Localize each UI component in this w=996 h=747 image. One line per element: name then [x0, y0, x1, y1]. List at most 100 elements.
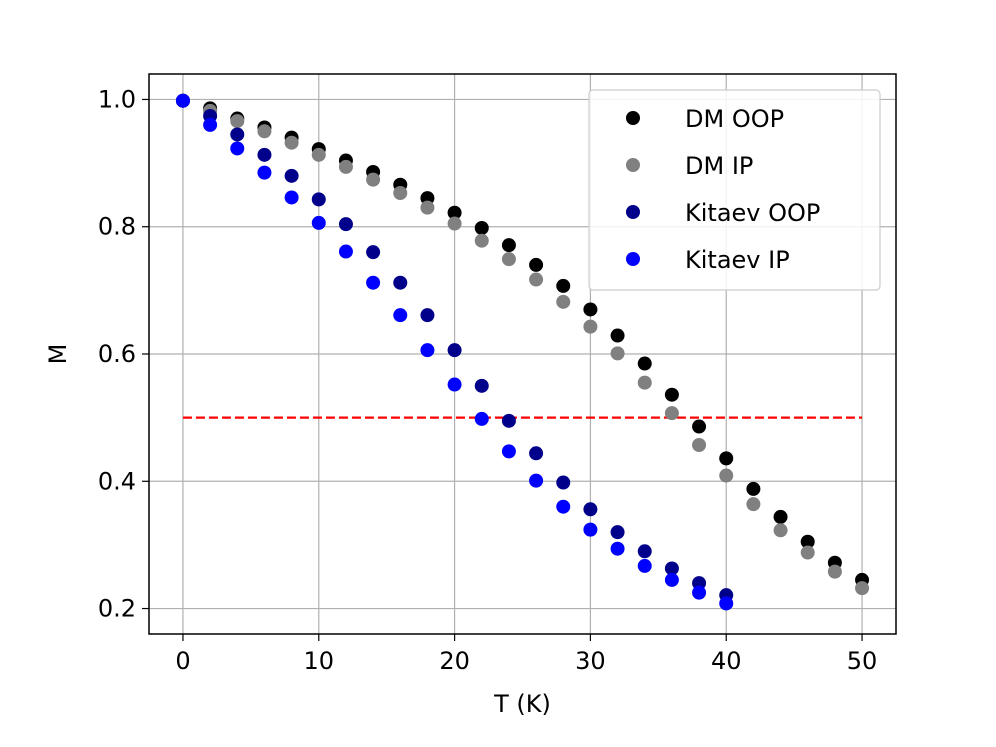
- legend: DM OOP DM IP Kitaev OOP Kitaev IP: [588, 89, 881, 291]
- dm-ip-point: [719, 468, 734, 483]
- dm-oop-point: [800, 534, 815, 549]
- y-tick-label: 0.2: [98, 595, 136, 623]
- dm-ip-point: [855, 581, 870, 596]
- dm-oop-point: [529, 257, 544, 272]
- kitaev-oop-point: [257, 147, 272, 162]
- dm-ip-point: [773, 523, 788, 538]
- kitaev-oop-point: [637, 544, 652, 559]
- legend-label-kitaev-ip: Kitaev IP: [685, 246, 790, 274]
- legend-label-kitaev-oop: Kitaev OOP: [685, 199, 820, 227]
- kitaev-ip-point: [338, 244, 353, 259]
- kitaev-ip-point: [719, 596, 734, 611]
- dm-oop-point: [719, 451, 734, 466]
- legend-box: [588, 89, 881, 291]
- kitaev-ip-point: [393, 308, 408, 323]
- legend-label-dm-ip: DM IP: [685, 152, 753, 180]
- dm-oop-point: [637, 356, 652, 371]
- dm-ip-point: [692, 438, 707, 452]
- dm-oop-point: [746, 481, 761, 496]
- kitaev-ip-point: [447, 377, 462, 392]
- kitaev-ip-point: [664, 572, 679, 587]
- legend-label-dm-oop: DM OOP: [685, 105, 784, 133]
- dm-oop-point: [692, 419, 707, 434]
- dm-ip-point: [338, 159, 353, 174]
- kitaev-ip-point: [366, 275, 381, 290]
- kitaev-ip-point: [556, 499, 571, 514]
- kitaev-oop-point: [664, 561, 679, 576]
- kitaev-ip-point: [583, 522, 598, 537]
- x-tick-label: 10: [303, 647, 334, 675]
- x-axis-label: T (K): [493, 690, 551, 718]
- kitaev-ip-point: [637, 558, 652, 573]
- y-axis-label: M: [44, 344, 72, 365]
- kitaev-ip-point: [529, 473, 544, 488]
- y-tick-label: 1.0: [98, 85, 136, 113]
- kitaev-ip-point: [311, 215, 326, 230]
- dm-oop-point: [447, 205, 462, 220]
- dm-ip-point: [230, 114, 245, 129]
- dm-ip-point: [447, 216, 462, 231]
- kitaev-oop-point: [420, 308, 435, 323]
- dm-ip-point: [420, 200, 435, 215]
- dm-ip-point: [827, 564, 842, 579]
- kitaev-oop-point: [311, 192, 326, 207]
- kitaev-oop-point: [230, 127, 245, 142]
- dm-oop-point: [501, 238, 516, 253]
- dm-ip-point: [393, 186, 408, 200]
- kitaev-oop-point: [529, 446, 544, 461]
- dm-oop-point: [773, 509, 788, 524]
- dm-oop-point: [474, 221, 489, 235]
- kitaev-ip-point: [420, 343, 435, 358]
- dm-ip-point: [800, 545, 815, 560]
- x-tick-label: 50: [847, 647, 878, 675]
- kitaev-ip-point: [692, 585, 707, 600]
- y-tick-label: 0.6: [98, 340, 136, 368]
- kitaev-oop-point: [583, 502, 598, 517]
- legend-marker-dm-oop: [626, 111, 640, 125]
- kitaev-ip-point: [230, 141, 245, 156]
- dm-ip-point: [474, 233, 489, 248]
- dm-oop-point: [583, 302, 598, 317]
- kitaev-ip-point: [203, 117, 218, 132]
- x-axis-ticks: 0 10 20 30 40 50: [175, 634, 877, 675]
- kitaev-oop-point: [474, 378, 489, 393]
- data-points: [175, 93, 870, 611]
- dm-ip-point: [556, 294, 571, 309]
- kitaev-oop-point: [393, 275, 408, 290]
- dm-ip-point: [664, 406, 679, 421]
- dm-ip-point: [610, 346, 625, 361]
- kitaev-ip-point: [175, 93, 190, 108]
- x-tick-label: 0: [175, 647, 190, 675]
- kitaev-oop-point: [556, 475, 571, 490]
- dm-oop-point: [664, 387, 679, 402]
- legend-marker-kitaev-oop: [626, 205, 640, 219]
- kitaev-oop-point: [501, 413, 516, 428]
- kitaev-oop-point: [338, 217, 353, 232]
- dm-ip-point: [746, 497, 761, 512]
- dm-ip-point: [501, 252, 516, 267]
- legend-marker-dm-ip: [626, 158, 640, 172]
- y-tick-label: 0.8: [98, 213, 136, 241]
- kitaev-ip-point: [257, 165, 272, 180]
- y-tick-label: 0.4: [98, 467, 136, 495]
- kitaev-ip-point: [474, 411, 489, 426]
- kitaev-oop-point: [447, 343, 462, 358]
- dm-ip-point: [311, 147, 326, 162]
- dm-ip-point: [583, 319, 598, 334]
- kitaev-oop-point: [610, 525, 625, 540]
- kitaev-ip-point: [501, 444, 516, 459]
- x-tick-label: 30: [575, 647, 606, 675]
- kitaev-ip-point: [610, 541, 625, 556]
- y-axis-ticks: 0.2 0.4 0.6 0.8 1.0: [98, 85, 149, 623]
- dm-ip-point: [257, 124, 272, 139]
- dm-ip-point: [529, 272, 544, 287]
- dm-oop-point: [556, 278, 571, 293]
- dm-ip-point: [284, 135, 299, 150]
- kitaev-ip-point: [284, 190, 299, 205]
- kitaev-oop-point: [284, 168, 299, 183]
- legend-marker-kitaev-ip: [626, 252, 640, 266]
- dm-ip-point: [366, 172, 381, 187]
- x-tick-label: 20: [439, 647, 470, 675]
- kitaev-oop-point: [366, 245, 381, 260]
